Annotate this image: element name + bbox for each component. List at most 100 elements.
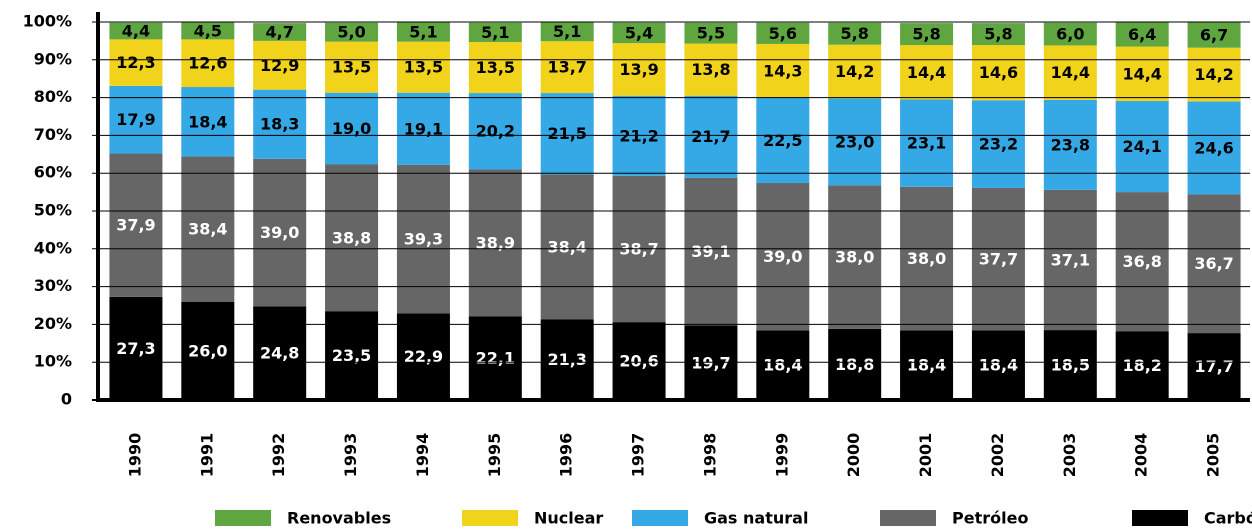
data-label: 38,9 xyxy=(476,233,515,252)
data-label: 36,8 xyxy=(1122,252,1161,271)
x-tick-label: 2001 xyxy=(916,433,935,478)
x-tick-label: 1994 xyxy=(413,433,432,478)
x-tick-label: 1992 xyxy=(269,433,288,478)
y-tick-label: 100% xyxy=(23,12,72,31)
bar-segment xyxy=(828,44,882,99)
bar-segment xyxy=(468,169,522,317)
data-label: 19,7 xyxy=(691,353,730,372)
data-label: 18,3 xyxy=(260,115,299,134)
data-label: 19,1 xyxy=(404,119,443,138)
data-label: 22,5 xyxy=(763,131,802,150)
data-label: 5,8 xyxy=(912,25,940,44)
bar-segment xyxy=(396,41,450,93)
data-label: 4,4 xyxy=(122,22,150,41)
bar-segment xyxy=(181,22,235,40)
data-label: 18,4 xyxy=(763,356,802,375)
bar-segment xyxy=(1187,194,1241,334)
bar-segment xyxy=(253,23,307,41)
data-label: 14,2 xyxy=(1194,65,1233,84)
data-label: 37,9 xyxy=(116,216,155,235)
data-label: 13,5 xyxy=(476,58,515,77)
x-tick-label: 1990 xyxy=(125,433,144,478)
data-label: 24,6 xyxy=(1194,138,1233,157)
bar-segment xyxy=(253,40,307,90)
data-label: 5,8 xyxy=(984,25,1012,44)
data-label: 13,9 xyxy=(619,60,658,79)
bar-segment xyxy=(109,39,163,86)
data-label: 5,8 xyxy=(841,24,869,43)
bar-segment xyxy=(684,177,738,326)
data-label: 23,8 xyxy=(1051,135,1090,154)
bar-segment xyxy=(1043,22,1097,46)
bar-segment xyxy=(253,89,307,159)
data-label: 37,7 xyxy=(979,250,1018,269)
y-tick-label: 80% xyxy=(34,87,72,106)
bar-segment xyxy=(828,185,882,329)
data-label: 18,4 xyxy=(188,112,227,131)
legend-label: Nuclear xyxy=(534,509,603,528)
x-tick-label: 1997 xyxy=(629,433,648,478)
data-label: 38,8 xyxy=(332,228,371,247)
data-label: 38,4 xyxy=(547,237,586,256)
bar-segment xyxy=(900,99,954,187)
y-tick-label: 60% xyxy=(34,163,72,182)
bar-segment xyxy=(1187,101,1241,195)
data-label: 13,7 xyxy=(547,58,586,77)
bar-segment xyxy=(253,306,307,400)
bar-segment xyxy=(971,330,1025,400)
data-label: 36,7 xyxy=(1194,254,1233,273)
legend-swatch xyxy=(1132,510,1188,526)
bar-segment xyxy=(612,43,666,96)
y-tick-label: 10% xyxy=(34,352,72,371)
bar-segment xyxy=(396,313,450,400)
x-tick-label: 2002 xyxy=(988,433,1007,478)
data-label: 4,7 xyxy=(266,23,294,42)
data-label: 19,0 xyxy=(332,119,371,138)
bar-segment xyxy=(900,23,954,46)
bar-segment xyxy=(540,41,594,94)
bar-segment xyxy=(1043,189,1097,331)
data-label: 13,8 xyxy=(691,60,730,79)
legend-swatch xyxy=(462,510,518,526)
bar-segment xyxy=(468,42,522,94)
bar-segment xyxy=(1187,47,1241,102)
data-label: 21,5 xyxy=(547,124,586,143)
legend-label: Renovables xyxy=(287,509,391,528)
bar-segment xyxy=(109,22,163,40)
bar-segment xyxy=(612,322,666,400)
data-label: 12,3 xyxy=(116,53,155,72)
data-label: 24,1 xyxy=(1122,137,1161,156)
bar-segment xyxy=(1115,46,1169,102)
data-label: 5,1 xyxy=(481,23,509,42)
bar-segment xyxy=(756,43,810,98)
data-label: 24,8 xyxy=(260,344,299,363)
bar-segment xyxy=(540,93,594,175)
data-label: 20,6 xyxy=(619,352,658,371)
bar-segment xyxy=(1043,330,1097,400)
data-label: 39,3 xyxy=(404,230,443,249)
bar-segment xyxy=(396,164,450,314)
bar-segment xyxy=(181,156,235,302)
bar-segment xyxy=(540,22,594,42)
data-label: 23,0 xyxy=(835,132,874,151)
data-label: 6,0 xyxy=(1056,25,1084,44)
data-label: 20,2 xyxy=(476,122,515,141)
bar-segment xyxy=(325,311,379,400)
bar-segment xyxy=(756,330,810,400)
bar-segment xyxy=(828,98,882,186)
legend-swatch xyxy=(880,510,936,526)
bar-segment xyxy=(468,22,522,43)
data-label: 14,2 xyxy=(835,62,874,81)
bar-segment xyxy=(684,43,738,96)
bar-segment xyxy=(468,316,522,400)
bar-segment xyxy=(181,87,235,157)
bar-segment xyxy=(1115,192,1169,332)
x-tick-label: 2000 xyxy=(844,433,863,478)
data-label: 12,6 xyxy=(188,54,227,73)
legend-swatch xyxy=(632,510,688,526)
bar-segment xyxy=(540,174,594,320)
data-label: 23,2 xyxy=(979,135,1018,154)
data-label: 39,1 xyxy=(691,242,730,261)
bar-segment xyxy=(396,92,450,165)
